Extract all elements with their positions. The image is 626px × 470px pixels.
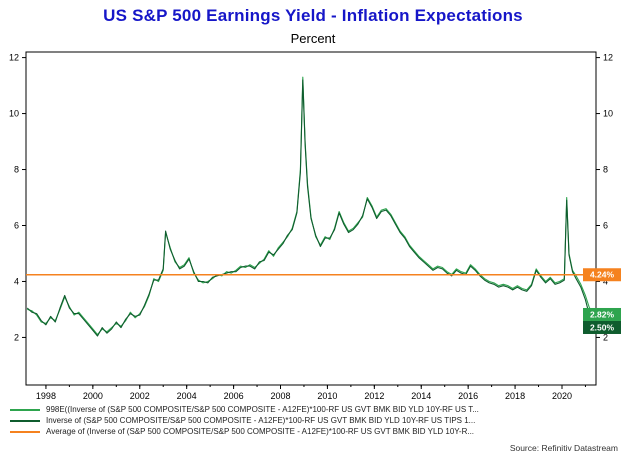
end-value-label: 4.24%	[590, 270, 615, 280]
chart-title: US S&P 500 Earnings Yield - Inflation Ex…	[103, 6, 523, 25]
x-axis-label: 2008	[270, 391, 290, 401]
y-axis-label-left: 12	[9, 53, 19, 63]
source-credit: Source: Refinitiv Datastream	[509, 443, 618, 453]
x-axis-label: 2016	[458, 391, 478, 401]
y-axis-label-right: 12	[603, 53, 613, 63]
legend-line-sample-icon	[10, 408, 40, 411]
y-axis-label-left: 2	[14, 332, 19, 342]
end-value-badge	[583, 320, 621, 334]
legend-item-earnings-yield-tips: Inverse of (S&P 500 COMPOSITE/S&P 500 CO…	[10, 415, 616, 426]
chart-subtitle: Percent	[290, 31, 336, 46]
y-axis-label-left: 6	[14, 220, 19, 230]
x-axis-label: 2012	[364, 391, 384, 401]
legend-label: 998E((Inverse of (S&P 500 COMPOSITE/S&P …	[46, 405, 479, 414]
plot-border	[25, 51, 597, 386]
x-axis-label: 2014	[411, 391, 431, 401]
y-axis-label-right: 10	[603, 109, 613, 119]
legend-item-earnings-yield-gvt: 998E((Inverse of (S&P 500 COMPOSITE/S&P …	[10, 404, 616, 415]
end-value-badge	[583, 307, 621, 321]
y-axis-label-right: 4	[603, 276, 608, 286]
x-axis-label: 2004	[177, 391, 197, 401]
y-axis-label-right: 6	[603, 220, 608, 230]
legend-line-sample-icon	[10, 430, 40, 433]
x-axis-label: 2010	[317, 391, 337, 401]
x-axis-label: 2002	[130, 391, 150, 401]
y-axis-label-left: 10	[9, 109, 19, 119]
x-axis-label: 2018	[505, 391, 525, 401]
legend-item-average: Average of (Inverse of (S&P 500 COMPOSIT…	[10, 426, 616, 437]
end-value-badge	[583, 268, 621, 282]
x-axis-label: 2006	[224, 391, 244, 401]
legend-label: Average of (Inverse of (S&P 500 COMPOSIT…	[46, 427, 475, 436]
legend-line-sample-icon	[10, 419, 40, 422]
x-axis-label: 2020	[552, 391, 572, 401]
y-axis-label-right: 8	[603, 165, 608, 175]
chart-legend: 998E((Inverse of (S&P 500 COMPOSITE/S&P …	[10, 404, 616, 437]
end-value-label: 2.82%	[590, 309, 615, 319]
y-axis-label-left: 8	[14, 165, 19, 175]
y-axis-label-left: 4	[14, 276, 19, 286]
y-axis-label-right: 2	[603, 332, 608, 342]
legend-label: Inverse of (S&P 500 COMPOSITE/S&P 500 CO…	[46, 416, 476, 425]
series-line-2	[26, 79, 594, 337]
end-value-label: 2.50%	[590, 322, 615, 332]
x-axis-label: 1998	[36, 391, 56, 401]
x-axis-label: 2000	[83, 391, 103, 401]
